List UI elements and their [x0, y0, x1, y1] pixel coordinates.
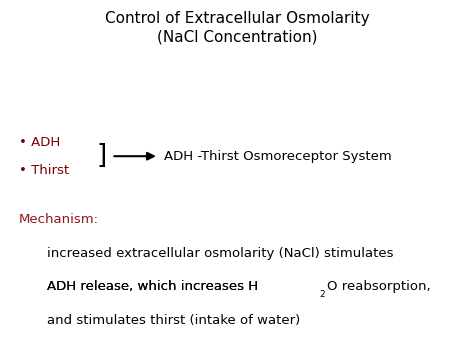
Text: increased extracellular osmolarity (NaCl) stimulates: increased extracellular osmolarity (NaCl… — [47, 247, 394, 260]
Text: • ADH: • ADH — [19, 136, 60, 148]
Text: ADH -Thirst Osmoreceptor System: ADH -Thirst Osmoreceptor System — [164, 150, 391, 163]
Text: ]: ] — [97, 143, 107, 169]
Text: and stimulates thirst (intake of water): and stimulates thirst (intake of water) — [47, 314, 301, 327]
Text: ADH release, which increases H: ADH release, which increases H — [47, 280, 258, 294]
Text: • Thirst: • Thirst — [19, 164, 69, 177]
Text: Mechanism:: Mechanism: — [19, 213, 99, 226]
Text: ADH release, which increases H: ADH release, which increases H — [47, 280, 258, 294]
Text: 2: 2 — [320, 290, 326, 299]
Text: Control of Extracellular Osmolarity
(NaCl Concentration): Control of Extracellular Osmolarity (NaC… — [105, 11, 369, 45]
Text: O reabsorption,: O reabsorption, — [328, 280, 431, 294]
